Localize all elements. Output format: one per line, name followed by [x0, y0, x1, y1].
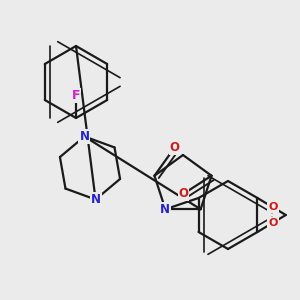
Text: O: O — [178, 187, 188, 200]
Text: O: O — [169, 141, 179, 154]
Text: O: O — [268, 218, 278, 228]
Text: O: O — [268, 202, 278, 212]
Text: N: N — [91, 193, 100, 206]
Text: N: N — [160, 203, 170, 216]
Text: N: N — [80, 130, 89, 143]
Text: F: F — [72, 89, 80, 103]
